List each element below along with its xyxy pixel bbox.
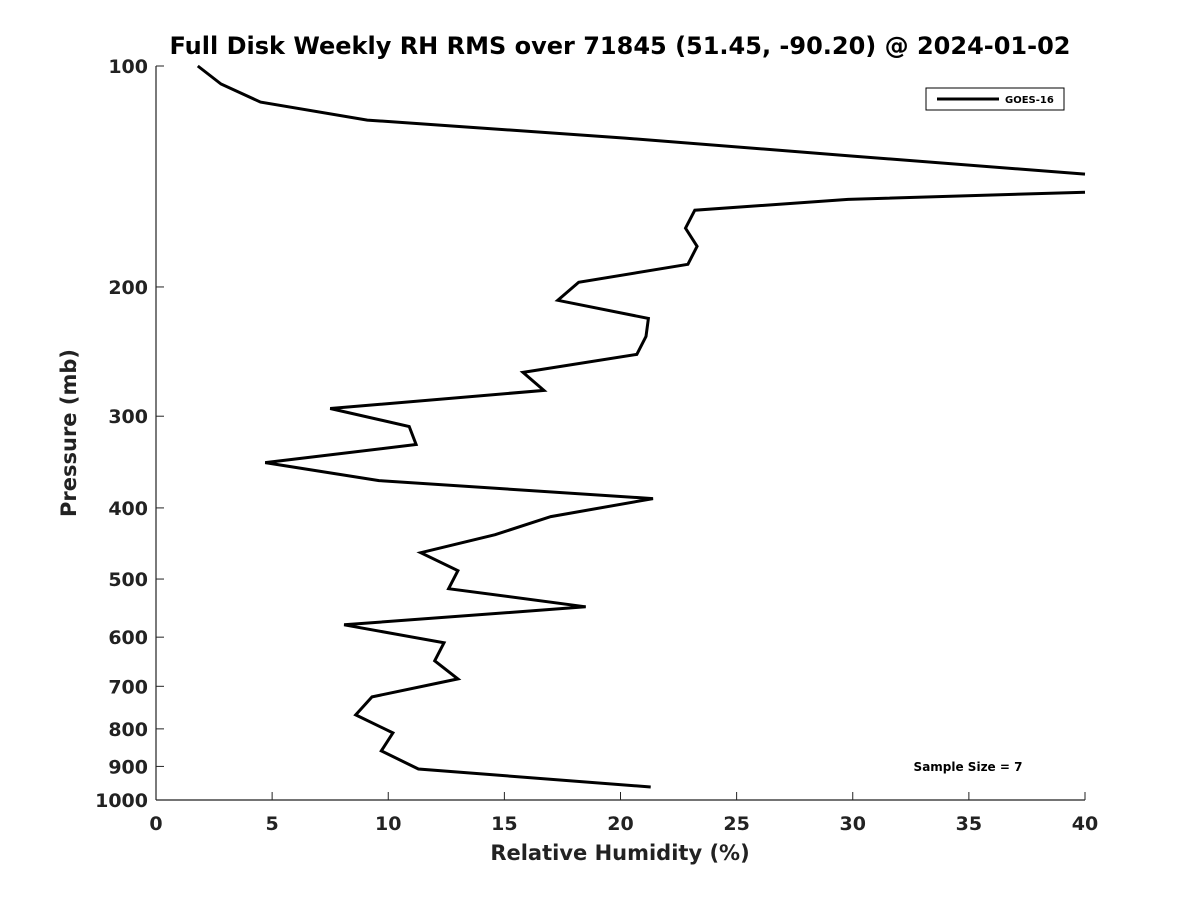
x-tick-label: 20 (607, 813, 633, 835)
y-tick-label: 700 (108, 676, 148, 698)
y-tick-label: 100 (108, 56, 148, 78)
legend-label: GOES-16 (1005, 95, 1054, 106)
y-tick-label: 200 (108, 277, 148, 299)
x-tick-label: 30 (840, 813, 866, 835)
y-axis-label: Pressure (mb) (57, 349, 81, 517)
y-tick-label: 1000 (95, 790, 148, 812)
y-ticks: 100 200 300 400 500 600 700 800 900 1000 (95, 56, 164, 812)
legend: GOES-16 (925, 87, 1065, 111)
x-tick-label: 5 (266, 813, 279, 835)
x-tick-label: 35 (956, 813, 982, 835)
series-line-goes-16 (264, 190, 1086, 789)
x-ticks: 0 5 10 15 20 25 30 35 40 (149, 792, 1098, 835)
y-tick-label: 400 (108, 498, 148, 520)
y-tick-label: 900 (108, 756, 148, 778)
y-tick-label: 600 (108, 627, 148, 649)
x-axis-label: Relative Humidity (%) (490, 841, 749, 865)
x-tick-label: 25 (723, 813, 749, 835)
series-layer (196, 64, 1086, 789)
y-tick-label: 500 (108, 569, 148, 591)
x-tick-label: 0 (149, 813, 162, 835)
x-tick-label: 15 (491, 813, 517, 835)
axes (155, 66, 1085, 801)
sample-size-annotation: Sample Size = 7 (914, 760, 1023, 774)
x-tick-label: 40 (1072, 813, 1098, 835)
x-tick-label: 10 (375, 813, 401, 835)
chart-title: Full Disk Weekly RH RMS over 71845 (51.4… (169, 32, 1070, 60)
y-tick-label: 800 (108, 719, 148, 741)
y-tick-label: 300 (108, 406, 148, 428)
series-line-goes-16 (196, 64, 1086, 176)
